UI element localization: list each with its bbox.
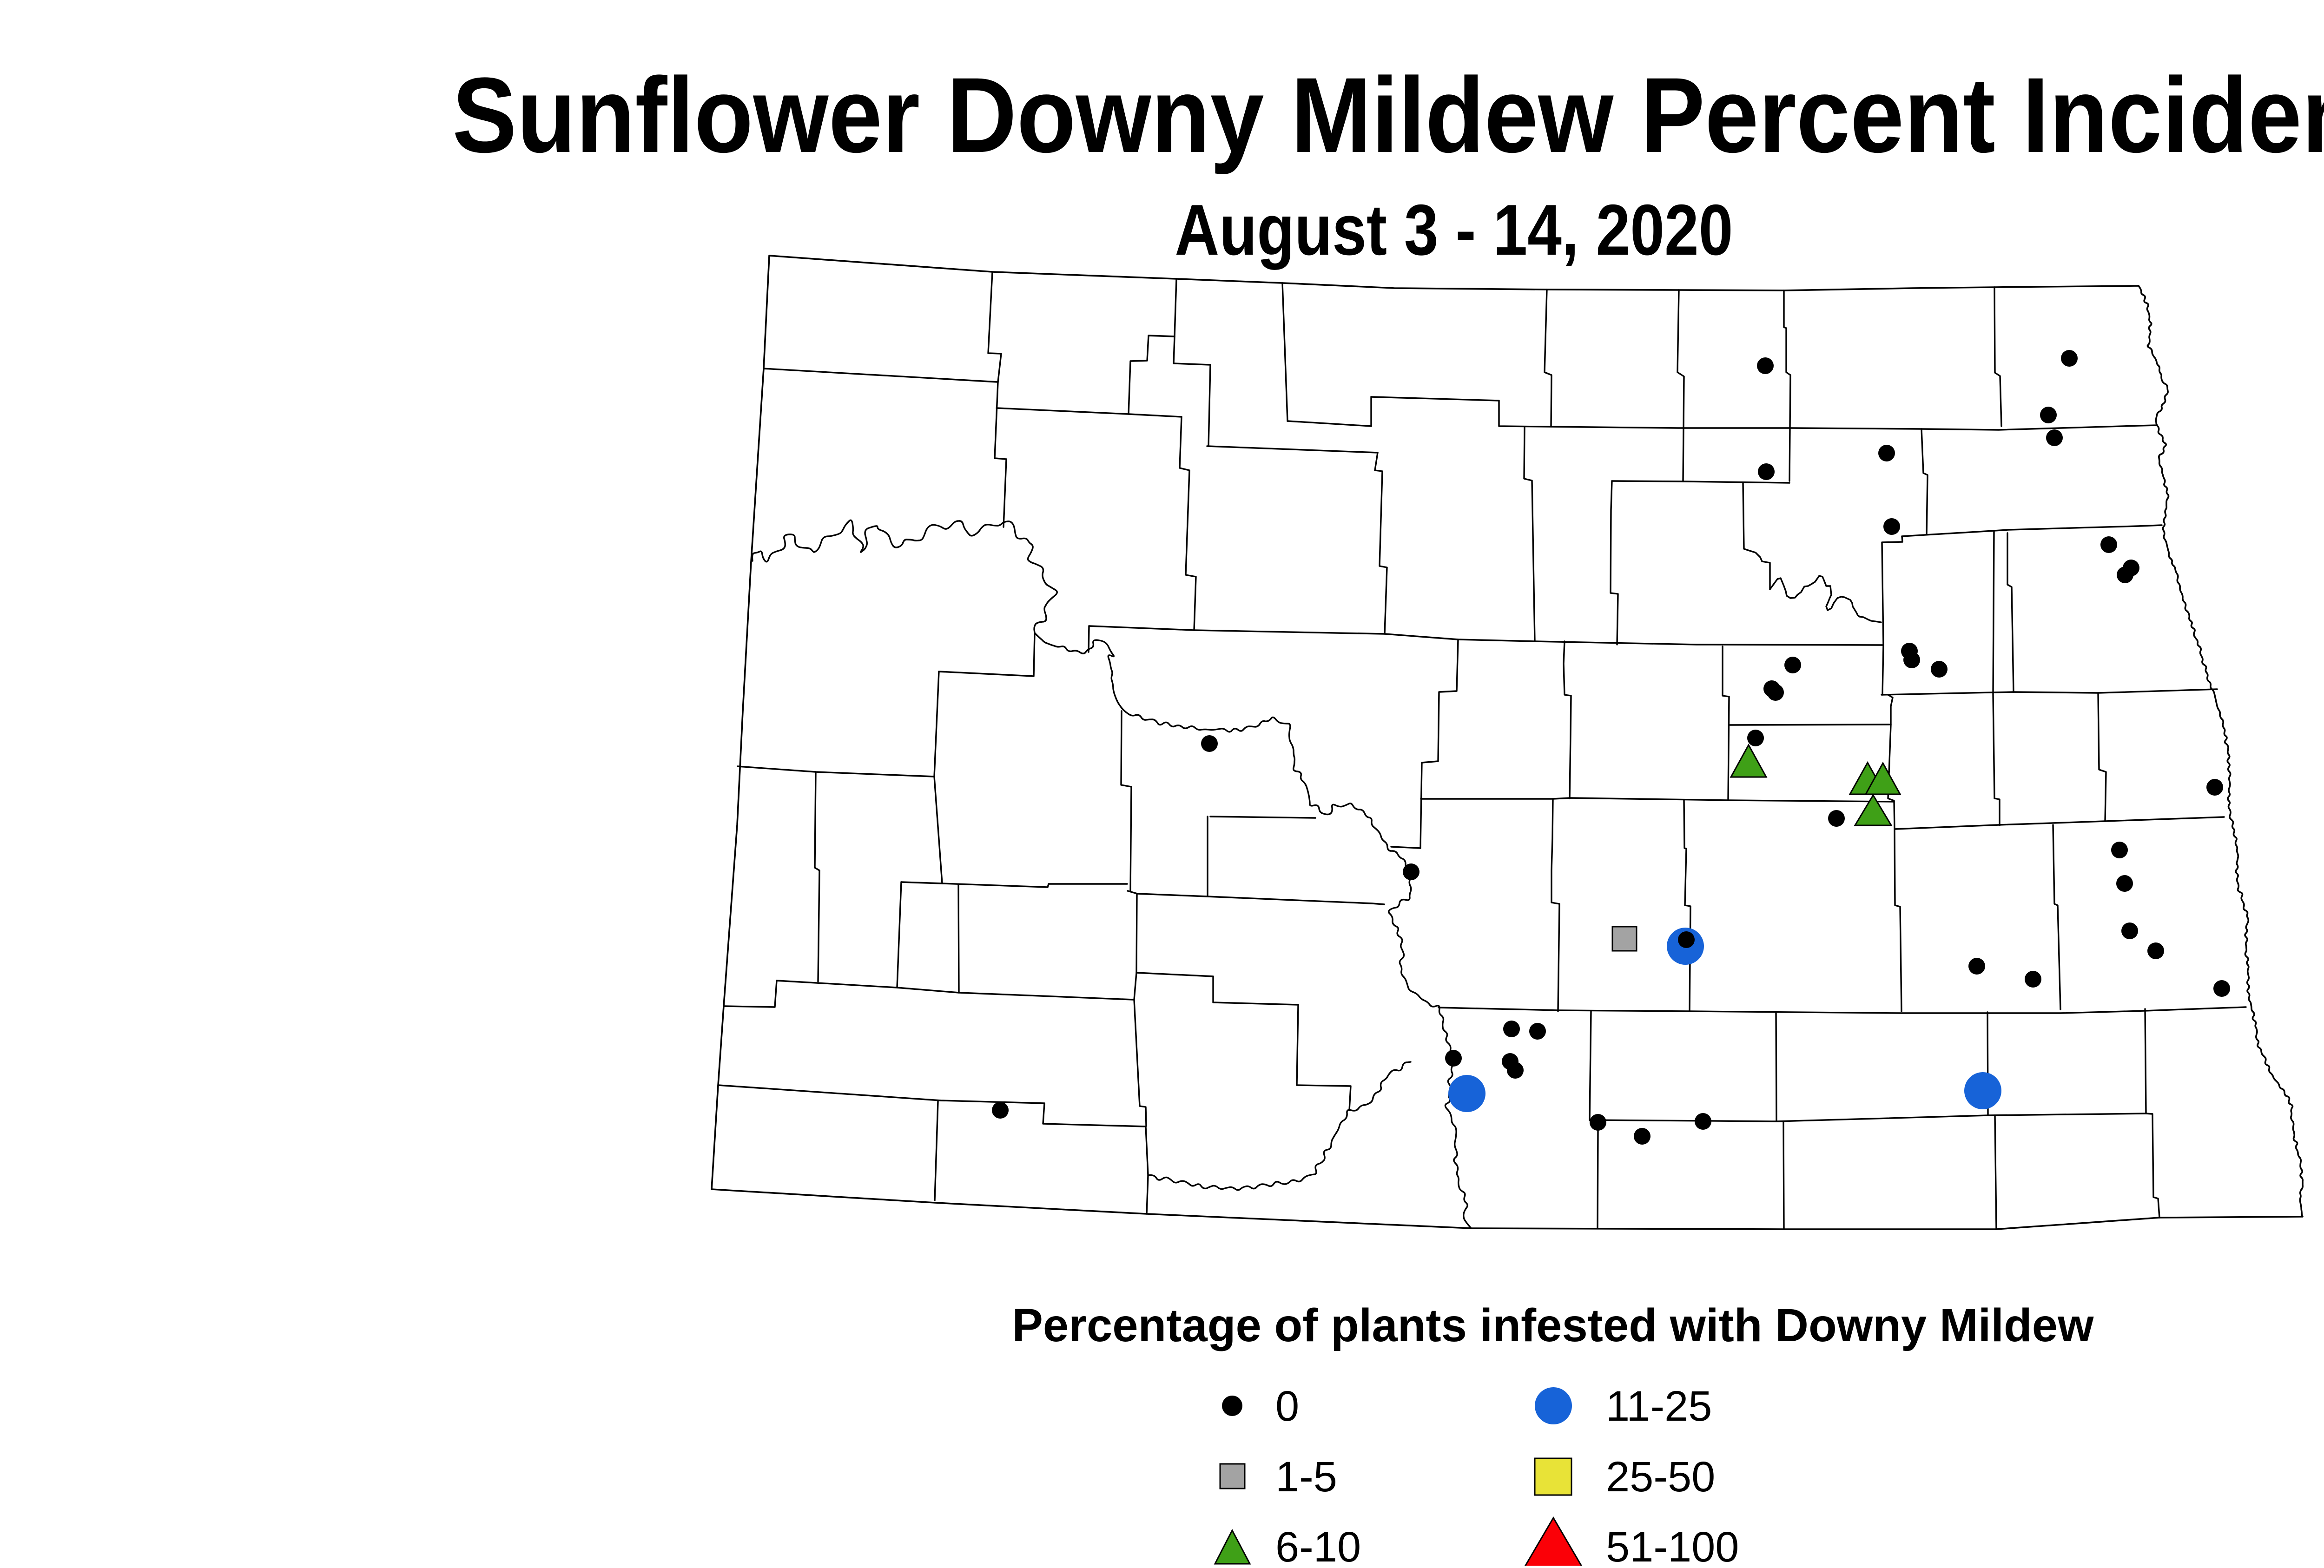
- svg-text:1-5: 1-5: [1275, 1453, 1337, 1501]
- svg-text:August 3 - 14, 2020: August 3 - 14, 2020: [1175, 190, 1733, 270]
- svg-text:6-10: 6-10: [1275, 1523, 1361, 1566]
- svg-text:Sunflower Downy Mildew Percent: Sunflower Downy Mildew Percent Incidence: [452, 55, 2324, 175]
- svg-text:Percentage of plants infested: Percentage of plants infested with Downy…: [1012, 1299, 2094, 1351]
- svg-text:51-100: 51-100: [1606, 1523, 1739, 1566]
- svg-text:0: 0: [1275, 1383, 1299, 1430]
- svg-text:11-25: 11-25: [1606, 1383, 1712, 1430]
- svg-text:25-50: 25-50: [1606, 1453, 1715, 1501]
